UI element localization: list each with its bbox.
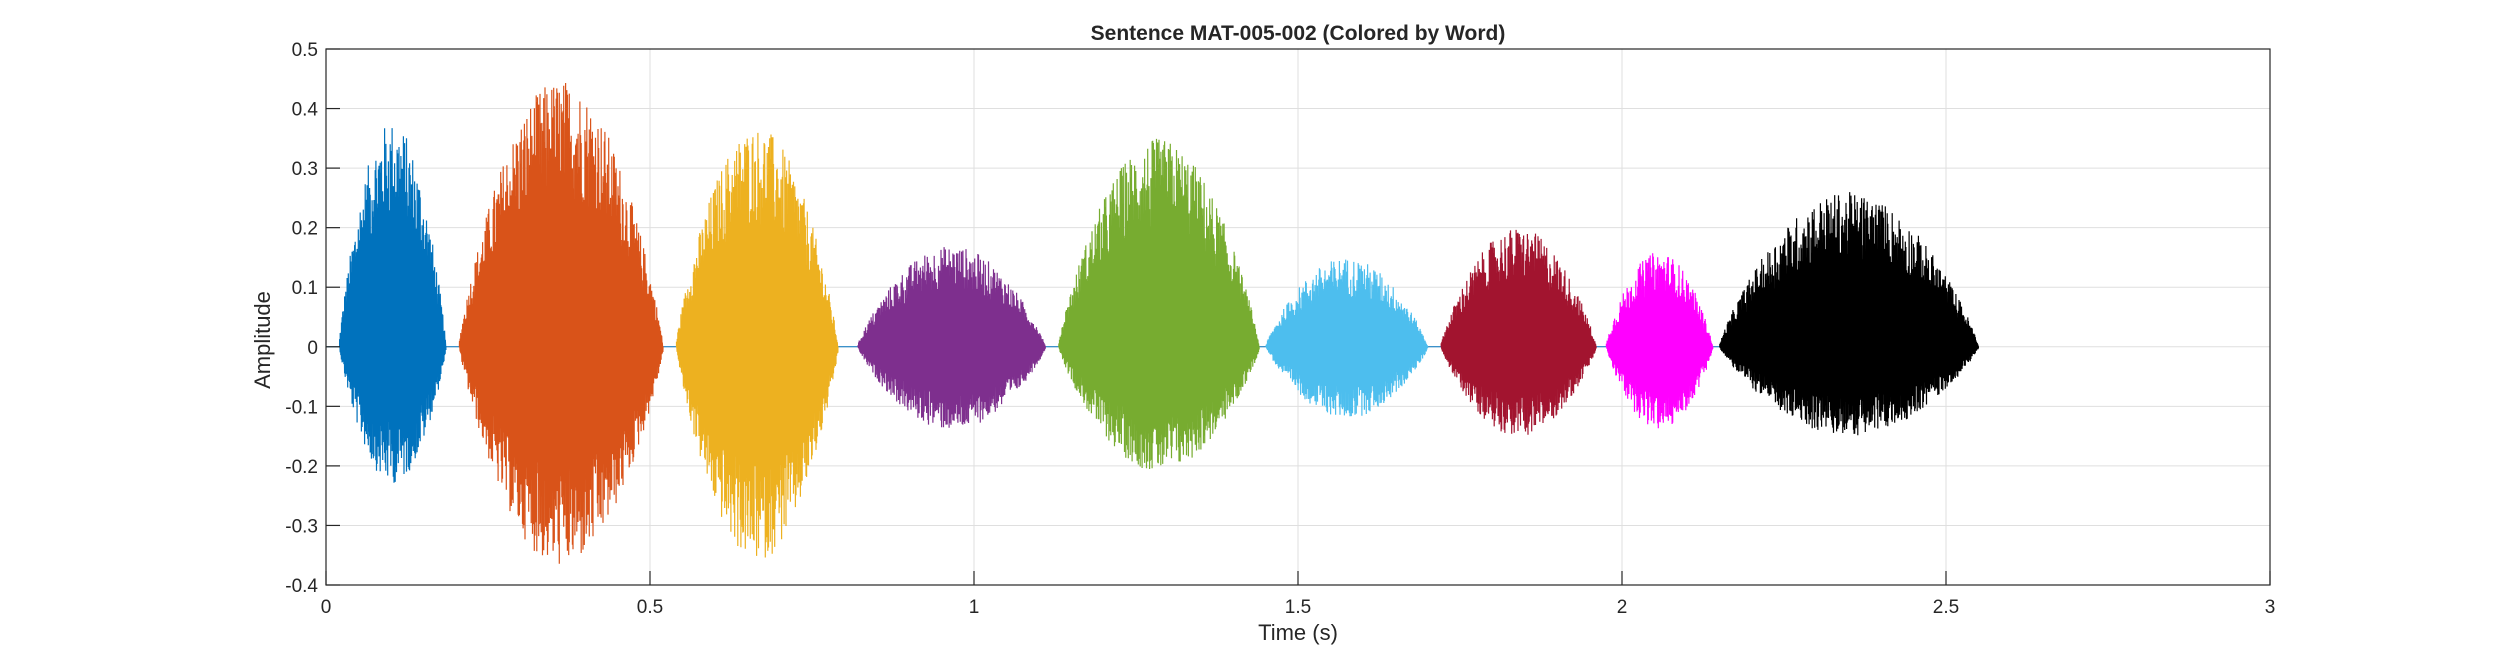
chart-title: Sentence MAT-005-002 (Colored by Word) (1091, 22, 1506, 45)
x-tick-label: 1 (969, 597, 980, 618)
y-tick-label: 0.2 (292, 219, 318, 240)
y-tick-label: 0 (307, 338, 318, 359)
y-tick-label: -0.2 (285, 457, 318, 478)
waveform-word-5 (1058, 138, 1260, 470)
y-axis-label: Amplitude (250, 291, 275, 389)
y-tick-label: -0.4 (285, 576, 318, 597)
y-tick-label: 0.3 (292, 159, 318, 180)
y-tick-label: 0.1 (292, 278, 318, 299)
y-tick-label: -0.3 (285, 516, 318, 537)
x-tick-label: 2.5 (1933, 597, 1959, 618)
waveform-word-1 (339, 128, 447, 483)
waveform-word-2 (458, 82, 664, 564)
waveform-word-6 (1265, 259, 1429, 417)
axis-ticks: 0 0.5 1 1.5 2 2.5 3 -0.4 -0.3 -0.2 -0.1 0 0.1 0.2 0.3 0… (285, 40, 2275, 618)
waveform-word-9 (1719, 192, 1979, 436)
x-tick-label: 1.5 (1285, 597, 1311, 618)
waveform-word-4 (857, 247, 1046, 428)
y-tick-label: 0.4 (292, 100, 319, 121)
waveform-word-3 (675, 132, 839, 558)
y-tick-label: 0.5 (292, 40, 318, 61)
x-tick-label: 3 (2265, 597, 2276, 618)
x-tick-label: 2 (1617, 597, 1628, 618)
waveform-word-7 (1440, 229, 1597, 435)
x-axis-label: Time (s) (1258, 620, 1338, 645)
x-tick-label: 0.5 (637, 597, 663, 618)
x-tick-label: 0 (321, 597, 332, 618)
waveform-word-8 (1605, 253, 1714, 429)
waveform-series-group (326, 82, 1979, 564)
y-tick-label: -0.1 (285, 397, 318, 418)
